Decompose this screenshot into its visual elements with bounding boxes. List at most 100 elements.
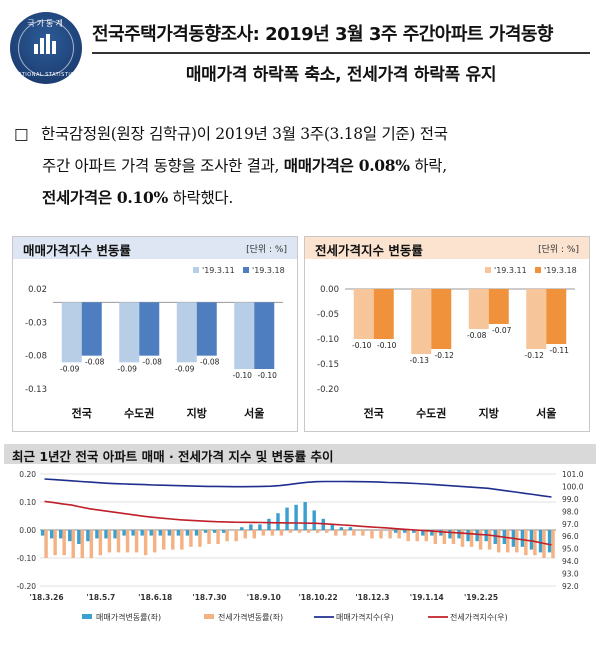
jeonse-bar bbox=[353, 289, 374, 339]
summary-jeonse-label: 전세가격은 bbox=[42, 188, 117, 207]
trend-jeonse-change-bar bbox=[451, 530, 456, 544]
trend-sale-change-bar bbox=[393, 530, 398, 533]
trend-jeonse-change-bar bbox=[388, 530, 392, 539]
sale-bar-value-label: -0.09 bbox=[118, 364, 138, 373]
sale-legend-label-prev: '19.3.11 bbox=[202, 266, 235, 275]
logo-ring bbox=[18, 20, 74, 76]
sale-ytick-label: -0.03 bbox=[25, 318, 47, 328]
trend-jeonse-change-bar bbox=[53, 530, 57, 556]
jeonse-bar-value-label: -0.11 bbox=[550, 346, 570, 355]
trend-jeonse-change-bar bbox=[370, 530, 374, 539]
trend-left-ytick-label: 0.00 bbox=[19, 526, 36, 535]
trend-jeonse-change-bar bbox=[433, 530, 438, 544]
summary-sale-value: 0.08% bbox=[358, 156, 410, 175]
national-statistics-logo: 국가통계 NATIONAL STATISTICS bbox=[10, 12, 82, 84]
sale-category-label: 수도권 bbox=[124, 407, 154, 420]
sale-change-chart-panel: 매매가격지수 변동률 [단위 : %] 0.02 -0.03 -0.08 -0.13 '… bbox=[12, 236, 298, 432]
trend-jeonse-change-bar bbox=[134, 530, 139, 553]
trend-legend-swatch bbox=[82, 614, 92, 619]
trend-jeonse-change-bar bbox=[180, 530, 184, 550]
trend-sale-change-bar bbox=[240, 527, 244, 530]
sale-bar bbox=[81, 302, 102, 356]
trend-jeonse-change-bar bbox=[162, 530, 166, 550]
sale-category-label: 전국 bbox=[72, 406, 92, 420]
sale-bar-value-label: -0.09 bbox=[175, 364, 195, 373]
trend-sale-change-bar bbox=[40, 530, 45, 536]
trend-jeonse-change-bar bbox=[80, 530, 84, 558]
trend-sale-change-bar bbox=[339, 527, 344, 530]
logo-korean-text: 국가통계 bbox=[27, 19, 65, 28]
trend-sale-change-bar bbox=[158, 530, 163, 536]
trend-left-ytick-label: 0.20 bbox=[19, 470, 36, 479]
jeonse-legend-swatch-curr bbox=[535, 267, 541, 273]
sale-category-label: 지방 bbox=[187, 406, 207, 420]
summary-line-1: □ 한국감정원(원장 김학규)이 2019년 3월 3주(3.18일 기준) 전… bbox=[14, 118, 594, 150]
trend-sale-change-bar bbox=[421, 530, 425, 536]
sale-chart-title: 매매가격지수 변동률 bbox=[23, 243, 131, 258]
trend-sale-change-bar bbox=[466, 530, 470, 542]
trend-jeonse-change-bar bbox=[442, 530, 447, 544]
trend-jeonse-change-bar bbox=[125, 530, 130, 553]
sale-chart-unit: [단위 : %] bbox=[246, 245, 287, 255]
trend-sale-change-bar bbox=[294, 504, 298, 530]
trend-sale-change-bar bbox=[221, 530, 226, 533]
trend-sale-change-bar bbox=[185, 530, 190, 536]
jeonse-ytick-label: -0.20 bbox=[317, 385, 339, 395]
trend-jeonse-change-bar bbox=[460, 530, 465, 547]
trend-sale-change-bar bbox=[276, 513, 280, 530]
trend-jeonse-index-line bbox=[44, 500, 552, 546]
trend-sale-change-bar bbox=[457, 530, 461, 539]
sale-legend-label-curr: '19.3.18 bbox=[252, 266, 285, 275]
trend-jeonse-change-bar bbox=[324, 530, 329, 533]
trend-sale-change-bar bbox=[547, 530, 552, 553]
trend-jeonse-change-bar bbox=[524, 530, 528, 556]
trend-legend-label: 전세가격지수(우) bbox=[450, 612, 508, 622]
jeonse-bar bbox=[546, 289, 567, 344]
trend-jeonse-change-bar bbox=[397, 530, 401, 539]
trend-sale-change-bar bbox=[312, 510, 316, 530]
trend-sale-change-bar bbox=[529, 530, 534, 550]
trend-left-ytick-label: -0.20 bbox=[17, 582, 37, 591]
logo-emblem-icon bbox=[34, 34, 56, 54]
trend-jeonse-change-bar bbox=[107, 530, 112, 553]
trend-sale-change-bar bbox=[77, 530, 81, 544]
jeonse-ytick-label: -0.05 bbox=[317, 310, 339, 320]
sale-bar bbox=[234, 302, 255, 369]
trend-x-label: '18.9.10 bbox=[247, 593, 281, 602]
sale-ytick-label: -0.08 bbox=[25, 352, 47, 362]
trend-jeonse-change-bar bbox=[207, 530, 211, 544]
summary-text-2b: 하락, bbox=[409, 157, 447, 175]
trend-jeonse-change-bar bbox=[478, 530, 483, 550]
sale-bar bbox=[119, 302, 140, 363]
trend-x-label: '18.3.26 bbox=[29, 593, 63, 602]
sale-legend-swatch-prev bbox=[193, 267, 199, 273]
trend-legend-label: 전세가격변동률(좌) bbox=[218, 612, 283, 622]
trend-chart-title: 최근 1년간 전국 아파트 매매 · 전세가격 지수 및 변동률 추이 bbox=[12, 449, 334, 464]
trend-sale-change-bar bbox=[249, 524, 253, 530]
summary-paragraph: □ 한국감정원(원장 김학규)이 2019년 3월 3주(3.18일 기준) 전… bbox=[14, 118, 594, 214]
trend-left-ytick-label: -0.10 bbox=[17, 554, 37, 563]
jeonse-bar bbox=[468, 289, 489, 329]
sale-bar-value-label: -0.09 bbox=[60, 364, 80, 373]
trend-jeonse-change-bar bbox=[270, 530, 275, 536]
summary-jeonse-value: 0.10% bbox=[116, 188, 168, 207]
trend-jeonse-change-bar bbox=[261, 530, 266, 536]
jeonse-category-label: 지방 bbox=[479, 406, 499, 420]
yearly-trend-chart-panel: 최근 1년간 전국 아파트 매매 · 전세가격 지수 및 변동률 추이 0.20… bbox=[4, 444, 596, 647]
jeonse-chart-title: 전세가격지수 변동률 bbox=[315, 243, 423, 258]
jeonse-legend-label-curr: '19.3.18 bbox=[544, 266, 577, 275]
trend-jeonse-change-bar bbox=[306, 530, 311, 533]
summary-line-3: 전세가격은 0.10% 하락했다. bbox=[14, 182, 594, 214]
trend-right-ytick-label: 97.0 bbox=[562, 520, 579, 529]
jeonse-bar bbox=[411, 289, 432, 354]
logo-english-text: NATIONAL STATISTICS bbox=[13, 72, 79, 78]
trend-jeonse-change-bar bbox=[98, 530, 103, 556]
trend-sale-change-bar bbox=[520, 530, 525, 547]
trend-jeonse-change-bar bbox=[288, 530, 293, 533]
jeonse-ytick-label: -0.15 bbox=[317, 360, 339, 370]
trend-sale-change-bar bbox=[59, 530, 63, 539]
jeonse-change-chart: 0.00 -0.05 -0.10 -0.15 -0.20 '19.3.11 '19.3.18… bbox=[317, 266, 577, 420]
trend-jeonse-change-bar bbox=[352, 530, 356, 536]
trend-x-label: '18.6.18 bbox=[138, 593, 172, 602]
sale-change-chart: 0.02 -0.03 -0.08 -0.13 '19.3.11 '19.3.18 -0.09… bbox=[25, 266, 285, 420]
